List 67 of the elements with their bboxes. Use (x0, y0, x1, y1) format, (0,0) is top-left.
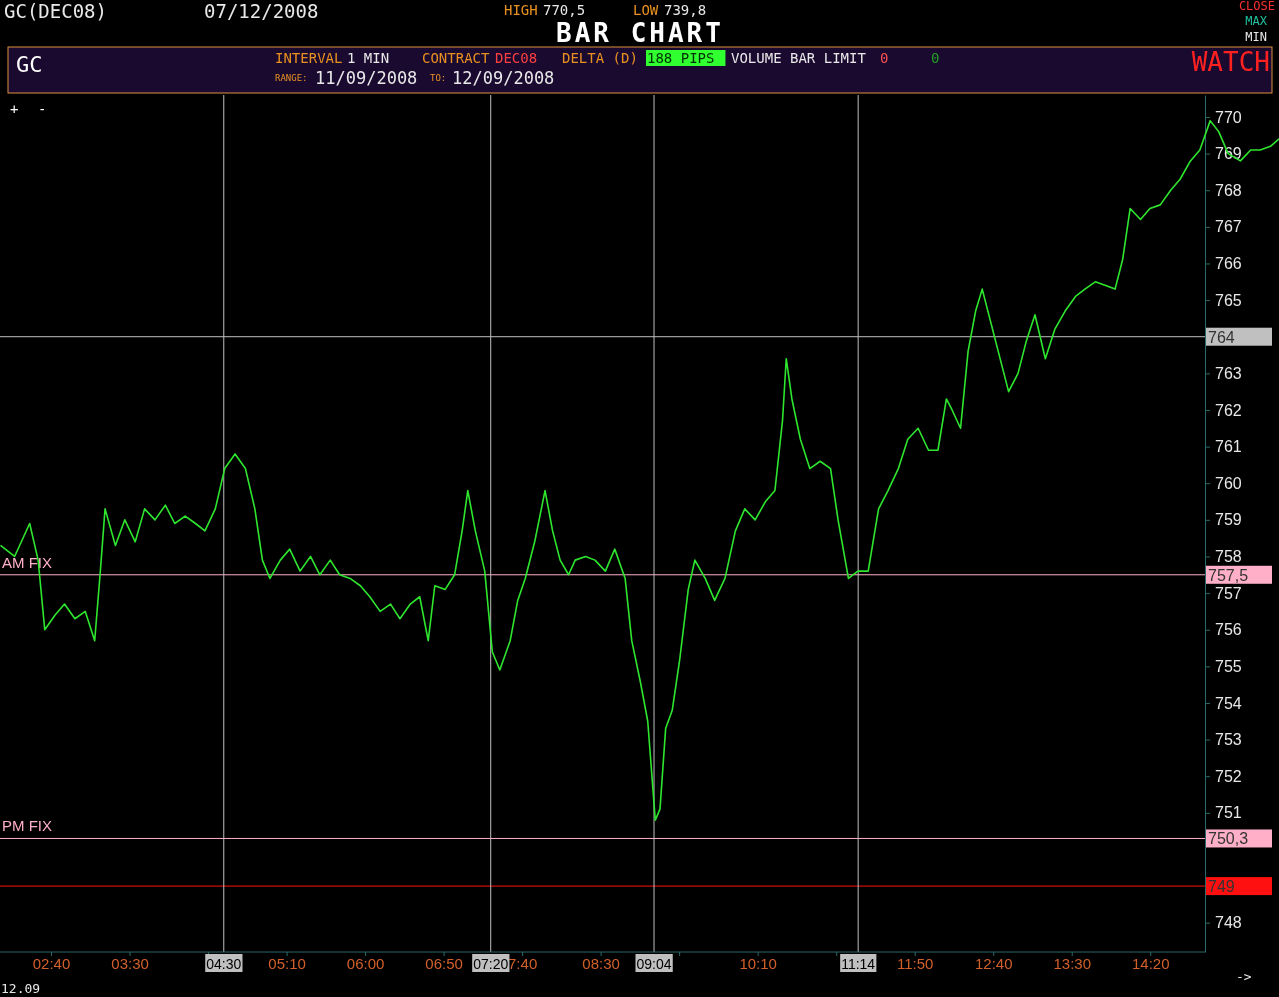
text: MIN (1245, 30, 1267, 44)
text: 07/12/2008 (204, 0, 319, 22)
text: 12.09 (1, 981, 41, 996)
y-tick-label: 762 (1215, 401, 1242, 419)
text: 0 (931, 50, 940, 66)
text: 0 (880, 50, 889, 66)
ref-line-label: 04:30 (206, 956, 242, 972)
x-tick-label: 13:30 (1053, 955, 1091, 972)
y-tick-label: 748 (1215, 914, 1242, 932)
text: CLOSE (1238, 0, 1275, 13)
y-tick-label: 753 (1215, 731, 1242, 749)
y-tick-label: 755 (1215, 657, 1242, 675)
ref-line-label: 764 (1208, 328, 1235, 346)
text: DEC08 (495, 50, 538, 66)
x-tick-label: 06:50 (425, 955, 463, 972)
text: INTERVAL (275, 50, 343, 66)
text: VOLUME BAR LIMIT (731, 50, 867, 66)
y-tick-label: 758 (1215, 548, 1242, 566)
y-tick-label: 765 (1215, 291, 1242, 309)
y-tick-label: 751 (1215, 804, 1242, 822)
x-tick-label: 02:40 (32, 955, 71, 972)
ref-line-label: 11:14 (841, 956, 876, 972)
text: 11/09/2008 (315, 68, 418, 88)
y-tick-label: 756 (1215, 621, 1242, 639)
text: MAX (1245, 14, 1268, 28)
text: 739,8 (664, 2, 707, 18)
y-tick-label: 754 (1215, 694, 1242, 712)
x-tick-label: 08:30 (582, 955, 620, 972)
text: WATCH (1191, 47, 1270, 77)
ref-line-label: 757,5 (1208, 566, 1249, 584)
y-tick-label: 763 (1215, 364, 1242, 382)
text: RANGE: (275, 73, 308, 83)
annotation: + (10, 101, 19, 117)
y-tick-label: 766 (1215, 255, 1242, 273)
x-tick-label: 10:10 (739, 955, 777, 972)
ref-line-label: 07:20 (473, 956, 509, 972)
text: 12/09/2008 (452, 68, 555, 88)
ref-line-label: 749 (1208, 878, 1235, 896)
y-tick-label: 767 (1215, 218, 1242, 236)
text: LOW (633, 2, 659, 18)
ref-line-label: 09:04 (636, 956, 672, 972)
x-tick-label: 05:10 (268, 955, 306, 972)
text: GC(DEC08) (4, 0, 107, 22)
ref-line-label: 750,3 (1208, 830, 1249, 848)
x-tick-label: 11:50 (896, 955, 934, 972)
text: GC (16, 52, 43, 77)
x-tick-label: 03:30 (111, 955, 149, 972)
x-tick-label: 14:20 (1131, 955, 1170, 972)
text: -> (1236, 969, 1252, 984)
y-tick-label: 760 (1215, 474, 1242, 492)
y-tick-label: 761 (1215, 438, 1242, 456)
text: DELTA (D) (562, 50, 638, 66)
text: 770,5 (543, 2, 586, 18)
x-tick-label: 12:40 (974, 955, 1013, 972)
text: HIGH (504, 2, 538, 18)
y-tick-label: 768 (1215, 181, 1242, 199)
annotation: - (38, 101, 47, 117)
y-tick-label: 757 (1215, 584, 1242, 602)
y-tick-label: 759 (1215, 511, 1242, 529)
y-tick-label: 752 (1215, 767, 1242, 785)
y-tick-label: 770 (1215, 108, 1242, 126)
text: 1 MIN (347, 50, 390, 66)
text: CONTRACT (422, 50, 490, 66)
annotation: PM FIX (2, 817, 53, 835)
text: TO: (430, 73, 447, 83)
chart-title: BAR CHART (556, 18, 724, 48)
x-tick-label: 06:00 (346, 955, 385, 972)
